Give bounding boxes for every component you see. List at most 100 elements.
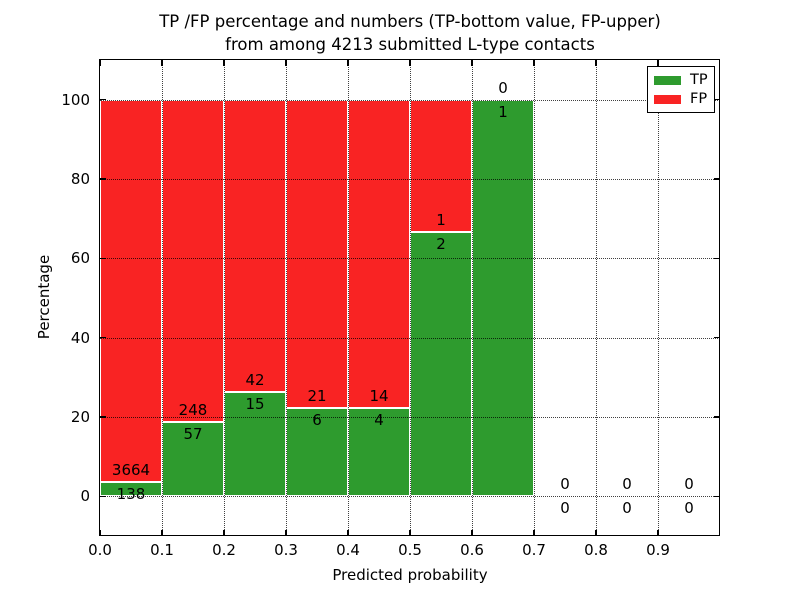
tp-legend-swatch	[654, 75, 681, 85]
fp-bar-segment	[286, 99, 348, 409]
x-tick-mark	[657, 60, 659, 66]
x-tick-label: 0.4	[336, 541, 360, 559]
h-gridline	[100, 99, 720, 101]
tp-count-label: 0	[560, 499, 570, 518]
x-tick-mark	[595, 530, 597, 536]
fp-count-label: 0	[622, 475, 632, 494]
tp-count-label: 1	[498, 102, 508, 121]
h-gridline	[100, 258, 720, 260]
v-gridline	[472, 60, 473, 536]
x-tick-mark	[533, 530, 535, 536]
x-tick-mark	[471, 530, 473, 536]
y-tick-mark	[100, 336, 106, 339]
fp-bar-segment	[100, 99, 162, 482]
x-tick-mark	[409, 530, 411, 536]
y-tick-label: 80	[70, 170, 90, 188]
v-gridline	[286, 60, 287, 536]
x-tick-mark	[223, 530, 225, 536]
y-tick-mark	[714, 257, 720, 260]
v-gridline	[658, 60, 659, 536]
y-tick-label: 40	[70, 328, 90, 347]
x-tick-mark	[99, 60, 101, 66]
y-tick-label: 60	[70, 249, 90, 268]
x-tick-label: 0.5	[398, 541, 422, 559]
fp-count-label: 42	[245, 370, 265, 389]
x-tick-mark	[533, 60, 535, 66]
y-tick-mark	[100, 98, 106, 101]
fp-count-label: 0	[560, 475, 570, 494]
v-gridline	[534, 60, 535, 536]
x-tick-mark	[471, 60, 473, 66]
x-tick-label: 0.3	[274, 541, 298, 559]
h-gridline	[100, 417, 720, 418]
tp-bar-segment	[100, 481, 162, 497]
y-tick-mark	[714, 336, 720, 339]
legend-label-fp: FP	[690, 91, 708, 107]
x-tick-mark	[595, 60, 597, 66]
tp-bar-segment	[472, 99, 534, 497]
h-gridline	[100, 337, 720, 339]
fp-count-label: 1	[436, 210, 446, 229]
tp-count-label: 4	[374, 411, 384, 430]
fp-legend-swatch	[654, 94, 681, 104]
title-line-2: from among 4213 submitted L-type contact…	[225, 35, 595, 54]
tp-bar-segment	[410, 231, 472, 497]
fp-count-label: 248	[178, 401, 208, 420]
y-tick-mark	[100, 416, 106, 418]
y-tick-mark	[100, 257, 106, 260]
fp-bar-segment	[348, 99, 410, 409]
x-tick-mark	[285, 530, 287, 536]
v-gridline	[162, 60, 163, 536]
x-tick-label: 0.0	[88, 541, 112, 559]
y-tick-mark	[714, 416, 720, 418]
legend-entry-fp: FP	[654, 91, 708, 107]
fp-count-label: 14	[369, 387, 389, 406]
tp-count-label: 138	[116, 484, 146, 503]
v-gridline	[224, 60, 225, 536]
x-tick-mark	[347, 60, 349, 66]
x-tick-mark	[161, 530, 163, 536]
x-tick-mark	[657, 530, 659, 536]
legend-label-tp: TP	[690, 72, 708, 88]
x-tick-mark	[409, 60, 411, 66]
x-tick-mark	[285, 60, 287, 66]
tp-count-label: 57	[183, 425, 203, 444]
tp-count-label: 0	[622, 499, 632, 518]
v-gridline	[348, 60, 349, 536]
x-tick-mark	[161, 60, 163, 66]
tp-count-label: 0	[684, 499, 694, 518]
y-tick-mark	[714, 98, 720, 101]
fp-count-label: 0	[498, 78, 508, 97]
tp-bar-segment	[286, 408, 348, 497]
y-tick-label: 100	[61, 90, 90, 109]
x-tick-label: 0.9	[646, 541, 670, 559]
fp-count-label: 21	[307, 387, 327, 406]
title-line-1: TP /FP percentage and numbers (TP-bottom…	[159, 12, 661, 31]
x-axis-label: Predicted probability	[332, 566, 488, 584]
v-gridline	[410, 60, 411, 536]
y-tick-mark	[100, 178, 106, 180]
fp-bar-segment	[162, 99, 224, 423]
fp-count-label: 0	[684, 475, 694, 494]
x-tick-mark	[347, 530, 349, 536]
y-tick-label: 20	[70, 408, 90, 426]
tp-count-label: 15	[245, 394, 265, 413]
y-tick-mark	[714, 178, 720, 180]
tp-count-label: 6	[312, 411, 322, 430]
y-tick-mark	[100, 495, 106, 498]
legend: TP FP	[647, 66, 715, 113]
x-tick-label: 0.2	[212, 541, 236, 559]
legend-entry-tp: TP	[654, 72, 708, 88]
x-tick-label: 0.7	[522, 541, 546, 559]
x-tick-label: 0.1	[150, 541, 174, 559]
y-tick-mark	[714, 495, 720, 498]
tp-count-label: 2	[436, 234, 446, 253]
v-gridline	[596, 60, 597, 536]
x-tick-label: 0.8	[584, 541, 608, 559]
x-tick-mark	[223, 60, 225, 66]
y-tick-label: 0	[80, 487, 90, 506]
x-tick-mark	[99, 530, 101, 536]
h-gridline	[100, 179, 720, 180]
y-axis-label: Percentage	[35, 254, 53, 340]
